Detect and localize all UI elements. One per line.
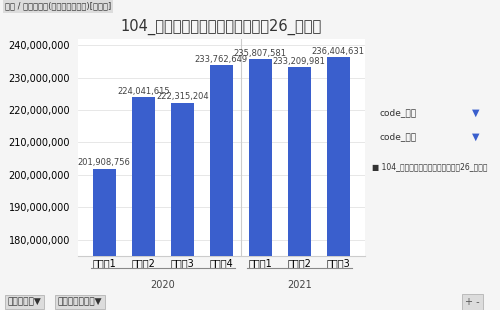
Text: 233,209,981: 233,209,981: [273, 57, 326, 66]
Bar: [248, 59, 272, 310]
Title: 104_全産業（除く金融保険業）－26_全規模: 104_全産業（除く金融保険業）－26_全規模: [120, 18, 322, 35]
Text: 201,908,756: 201,908,756: [78, 158, 130, 167]
Text: 222,315,204: 222,315,204: [156, 92, 208, 101]
Text: 224,041,615: 224,041,615: [117, 86, 170, 95]
Text: 2021: 2021: [287, 280, 312, 290]
Text: ■ 104_全産業（除く金融保険業）－26_全規模: ■ 104_全産業（除く金融保険業）－26_全規模: [372, 162, 488, 172]
Text: 233,762,649: 233,762,649: [194, 55, 248, 64]
Text: + -: + -: [465, 297, 480, 307]
Bar: [170, 103, 194, 310]
Bar: [326, 57, 350, 310]
Bar: [210, 65, 233, 310]
Text: 235,807,581: 235,807,581: [234, 48, 287, 58]
Bar: [92, 169, 116, 310]
Bar: [288, 67, 311, 310]
Bar: [132, 97, 155, 310]
Text: 日付（四半期）▼: 日付（四半期）▼: [58, 298, 102, 307]
Text: ▼: ▼: [472, 132, 479, 142]
Text: 日付（年）▼: 日付（年）▼: [8, 298, 41, 307]
Text: ▼: ▼: [472, 108, 479, 118]
Text: 合計 / 現金・預金(当期末流動資産)[百万円]: 合計 / 現金・預金(当期末流動資産)[百万円]: [5, 2, 111, 11]
Text: 2020: 2020: [150, 280, 175, 290]
Text: code_規模: code_規模: [379, 132, 416, 141]
Text: 236,404,631: 236,404,631: [312, 46, 365, 55]
Text: code_業種: code_業種: [379, 108, 416, 117]
